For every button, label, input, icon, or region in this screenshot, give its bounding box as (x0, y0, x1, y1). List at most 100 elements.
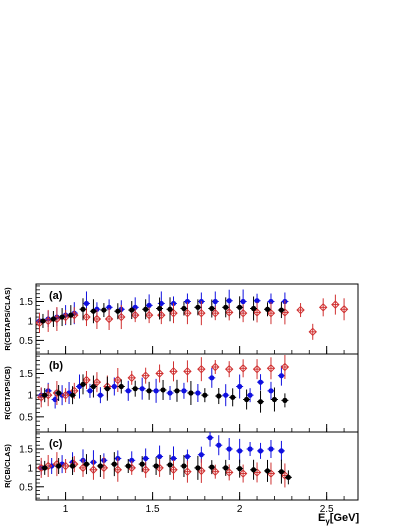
data-point (238, 464, 248, 483)
data-point (263, 302, 271, 317)
data-point (194, 384, 202, 402)
data-point (142, 299, 150, 320)
data-point (128, 301, 136, 320)
data-point (236, 438, 244, 463)
data-point (159, 379, 167, 400)
data-point (183, 302, 192, 325)
data-point (250, 296, 258, 321)
y-tick-label: 1.5 (19, 445, 33, 456)
data-point (76, 374, 84, 399)
data-point (277, 440, 285, 461)
x-tick-label: 2 (237, 504, 243, 515)
x-tick-label: 2.5 (320, 504, 334, 515)
data-point (169, 361, 178, 382)
data-point (266, 462, 276, 485)
data-point (215, 388, 223, 405)
data-point (250, 459, 258, 480)
data-point (152, 457, 160, 475)
data-point (206, 432, 214, 447)
y-tick-label: 1 (27, 316, 33, 327)
data-point (61, 459, 70, 473)
series-group (37, 355, 290, 413)
data-point (67, 305, 75, 326)
panels: 0.5 1 1.5 R(CBTAPS/CLAS) (a) 0.5 1 1.5 R(CBTAPS/… (3, 283, 359, 515)
data-point (124, 459, 132, 473)
data-point (246, 442, 254, 456)
data-point (183, 360, 192, 383)
data-point (138, 456, 146, 473)
data-point (113, 457, 123, 482)
data-point (215, 435, 223, 456)
data-point (131, 380, 139, 397)
data-point (277, 365, 285, 386)
panel-1: 0.5 1 1.5 R(CBTAPS/CB) (b) (3, 353, 359, 433)
data-point (208, 367, 216, 388)
data-point (69, 386, 77, 405)
data-point (280, 355, 290, 379)
data-point (82, 371, 91, 389)
data-point (141, 367, 150, 384)
data-point (169, 303, 178, 324)
y-tick-label: 1.5 (19, 369, 33, 380)
data-point (113, 368, 123, 392)
data-point (166, 454, 174, 475)
data-point (270, 387, 278, 412)
data-point (197, 301, 206, 326)
data-point (127, 370, 136, 385)
data-point (236, 459, 244, 478)
data-point (266, 357, 276, 380)
data-point (124, 380, 132, 401)
data-point (257, 374, 265, 391)
data-point (284, 470, 292, 485)
y-axis-title: R(CB/CLAS) (3, 444, 12, 488)
data-point (266, 302, 276, 325)
data-point (55, 385, 63, 401)
data-point (243, 389, 251, 410)
data-point (252, 302, 262, 323)
data-point (92, 309, 102, 329)
y-axis-title: R(CBTAPS/CB) (3, 366, 12, 420)
data-point (156, 297, 164, 320)
data-point (222, 459, 230, 476)
data-point (138, 377, 146, 400)
data-point (211, 360, 220, 374)
data-point (281, 393, 289, 408)
x-axis-title: Eγ[GeV] (318, 512, 359, 526)
data-point (208, 299, 216, 318)
data-point (331, 294, 340, 315)
data-point (296, 303, 305, 318)
data-point (224, 361, 234, 378)
series-group (36, 289, 349, 340)
data-point (96, 455, 104, 477)
data-point (252, 359, 262, 380)
data-point (82, 308, 91, 327)
data-point (236, 374, 244, 399)
data-point (55, 458, 63, 474)
x-tick-label: 1 (63, 504, 69, 515)
data-point (166, 386, 174, 400)
data-point (41, 388, 49, 403)
panel-0: 0.5 1 1.5 R(CBTAPS/CLAS) (a) (3, 283, 359, 355)
panel-label: (b) (49, 360, 63, 372)
data-point (197, 357, 206, 382)
data-point (252, 462, 262, 483)
data-point (180, 301, 188, 316)
data-point (277, 302, 285, 319)
data-point (225, 438, 233, 460)
data-point (69, 457, 77, 475)
data-point (58, 308, 66, 327)
data-point (339, 298, 349, 321)
data-point (104, 308, 114, 330)
data-point (114, 303, 122, 320)
data-point (78, 458, 88, 477)
data-point (253, 293, 261, 308)
data-point (197, 458, 206, 483)
data-point (194, 455, 202, 480)
data-point (89, 375, 97, 398)
y-tick-label: 1 (27, 463, 33, 474)
data-point (82, 454, 90, 475)
y-tick-label: 1.5 (19, 297, 33, 308)
x-tick-label: 1.5 (146, 504, 160, 515)
data-point (155, 364, 164, 383)
